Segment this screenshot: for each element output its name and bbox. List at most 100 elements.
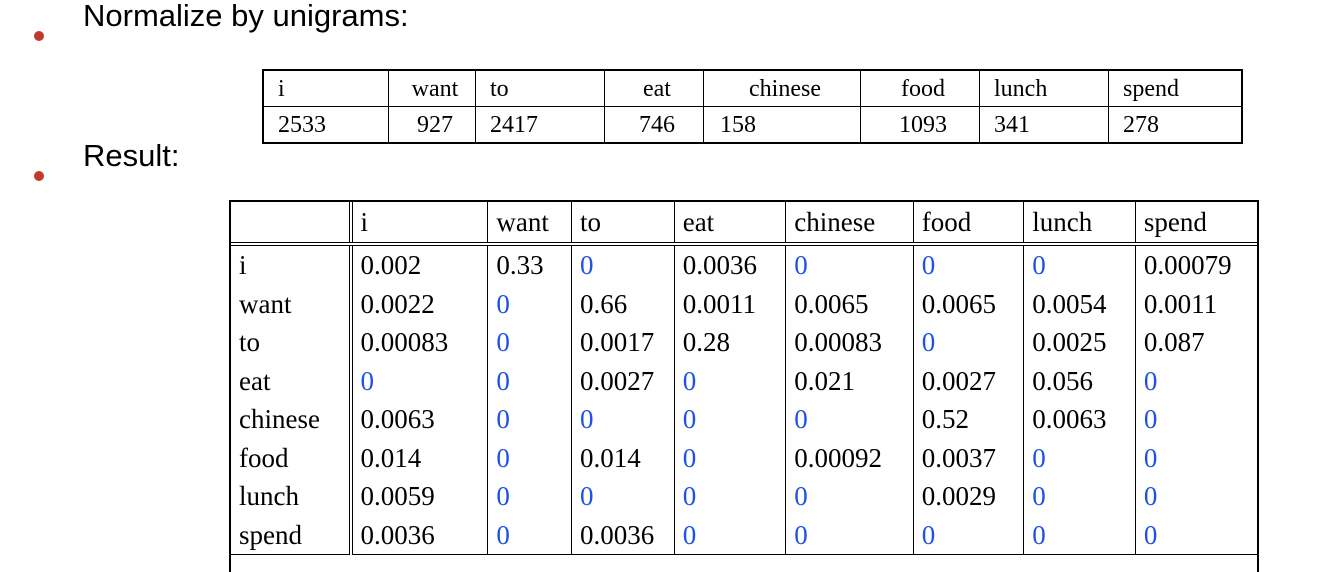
table-cell: 0 xyxy=(1023,515,1136,555)
bullet-result-text: Result: xyxy=(83,138,180,173)
table-cell: 0 xyxy=(673,477,786,516)
table-cell: 0.0022 xyxy=(348,284,488,323)
unigram-word: eat xyxy=(604,69,704,107)
table-cell: 0 xyxy=(487,438,572,477)
table-cell: 0.0036 xyxy=(673,244,786,285)
column-header: lunch xyxy=(1023,202,1136,246)
row-label: eat xyxy=(239,365,271,396)
unigram-word: i xyxy=(262,69,389,107)
unigram-count: 927 xyxy=(388,106,476,144)
unigram-count: 746 xyxy=(604,106,704,144)
row-label: want xyxy=(239,288,292,319)
unigram-count: 2417 xyxy=(475,106,605,144)
bigram-probability-table: i want to eat chinese food lunch spend i… xyxy=(231,202,1257,569)
table-cell: 0 xyxy=(673,361,786,400)
table-cell: 0.0063 xyxy=(348,400,488,439)
table-cell: 0 xyxy=(571,244,675,285)
corner-header-cell xyxy=(231,202,351,246)
table-cell: 0 xyxy=(785,400,914,439)
column-header: spend xyxy=(1134,202,1257,246)
table-cell: 0 xyxy=(785,515,914,555)
table-cell: 0 xyxy=(1134,515,1257,555)
table-cell: 0.00092 xyxy=(785,438,914,477)
result-table-body: i 0.002 0.33 0 0.0036 0 0 0 0.00079 want… xyxy=(231,244,1257,569)
table-cell: 0 xyxy=(487,400,572,439)
column-header: food xyxy=(912,202,1024,246)
table-cell: 0.014 xyxy=(348,438,488,477)
column-header: eat xyxy=(673,202,786,246)
row-label: to xyxy=(239,327,261,358)
unigram-count: 341 xyxy=(979,106,1109,144)
row-label: i xyxy=(239,250,247,281)
table-cell: 0.0036 xyxy=(571,515,675,555)
result-header-row: i want to eat chinese food lunch spend xyxy=(231,202,1257,246)
table-row: chinese 0.0063 0 0 0 0 0.52 0.0063 0 xyxy=(231,400,1257,439)
unigram-counts-row: 2533 927 2417 746 158 1093 341 278 xyxy=(262,106,1243,144)
table-cell: 0.00079 xyxy=(1134,244,1257,285)
unigram-count: 1093 xyxy=(860,106,980,144)
bullet-normalize-text: Normalize by unigrams: xyxy=(83,0,409,33)
table-cell: 0 xyxy=(912,244,1024,285)
column-header: chinese xyxy=(785,202,914,246)
table-cell: 0.002 xyxy=(348,244,488,285)
unigram-count: 2533 xyxy=(262,106,389,144)
result-table-frame: i want to eat chinese food lunch spend i… xyxy=(229,200,1259,572)
table-cell: 0 xyxy=(1134,400,1257,439)
table-cell: 0 xyxy=(487,361,572,400)
table-cell: 0 xyxy=(487,477,572,516)
unigram-word: spend xyxy=(1108,69,1243,107)
table-row: food 0.014 0 0.014 0 0.00092 0.0037 0 0 xyxy=(231,438,1257,477)
bullet-dot-icon xyxy=(34,31,44,41)
table-cell: 0.0027 xyxy=(571,361,675,400)
table-cell: 0.52 xyxy=(912,400,1024,439)
table-cell: 0 xyxy=(487,515,572,555)
table-cell: 0 xyxy=(912,515,1024,555)
bullet-dot-icon xyxy=(34,171,44,181)
row-label: spend xyxy=(239,519,302,550)
table-cell: 0.00083 xyxy=(348,323,488,362)
table-bottom-spacer xyxy=(231,554,1257,569)
table-cell: 0 xyxy=(1023,438,1136,477)
table-row: lunch 0.0059 0 0 0 0 0.0029 0 0 xyxy=(231,477,1257,516)
column-header: want xyxy=(487,202,572,246)
table-cell: 0 xyxy=(1134,438,1257,477)
table-cell: 0 xyxy=(487,323,572,362)
table-cell: 0.33 xyxy=(487,244,572,285)
table-cell: 0 xyxy=(673,438,786,477)
unigram-word: food xyxy=(860,69,980,107)
table-cell: 0.00083 xyxy=(785,323,914,362)
row-label: food xyxy=(239,442,289,473)
column-header: i xyxy=(348,202,488,246)
table-cell: 0.0054 xyxy=(1023,284,1136,323)
unigram-word: lunch xyxy=(979,69,1109,107)
table-cell: 0.0059 xyxy=(348,477,488,516)
table-cell: 0 xyxy=(348,361,488,400)
table-row: eat 0 0 0.0027 0 0.021 0.0027 0.056 0 xyxy=(231,361,1257,400)
table-row: want 0.0022 0 0.66 0.0011 0.0065 0.0065 … xyxy=(231,284,1257,323)
table-cell: 0.0027 xyxy=(912,361,1024,400)
table-cell: 0 xyxy=(571,400,675,439)
table-cell: 0 xyxy=(673,400,786,439)
table-cell: 0.021 xyxy=(785,361,914,400)
table-cell: 0 xyxy=(571,477,675,516)
table-cell: 0 xyxy=(785,477,914,516)
table-cell: 0.28 xyxy=(673,323,786,362)
unigram-word: chinese xyxy=(703,69,861,107)
table-cell: 0 xyxy=(1023,477,1136,516)
unigram-count: 278 xyxy=(1108,106,1243,144)
table-cell: 0 xyxy=(1134,361,1257,400)
unigram-word: to xyxy=(475,69,605,107)
table-cell: 0.0065 xyxy=(785,284,914,323)
table-row: spend 0.0036 0 0.0036 0 0 0 0 0 xyxy=(231,515,1257,555)
column-header: to xyxy=(571,202,675,246)
table-cell: 0.0037 xyxy=(912,438,1024,477)
table-cell: 0.056 xyxy=(1023,361,1136,400)
table-cell: 0.0065 xyxy=(912,284,1024,323)
table-cell: 0.0017 xyxy=(571,323,675,362)
row-label: chinese xyxy=(239,404,320,435)
table-cell: 0 xyxy=(785,244,914,285)
table-cell: 0.0029 xyxy=(912,477,1024,516)
table-cell: 0.0011 xyxy=(1134,284,1257,323)
unigram-counts-table: i want to eat chinese food lunch spend 2… xyxy=(262,69,1243,144)
table-cell: 0.66 xyxy=(571,284,675,323)
